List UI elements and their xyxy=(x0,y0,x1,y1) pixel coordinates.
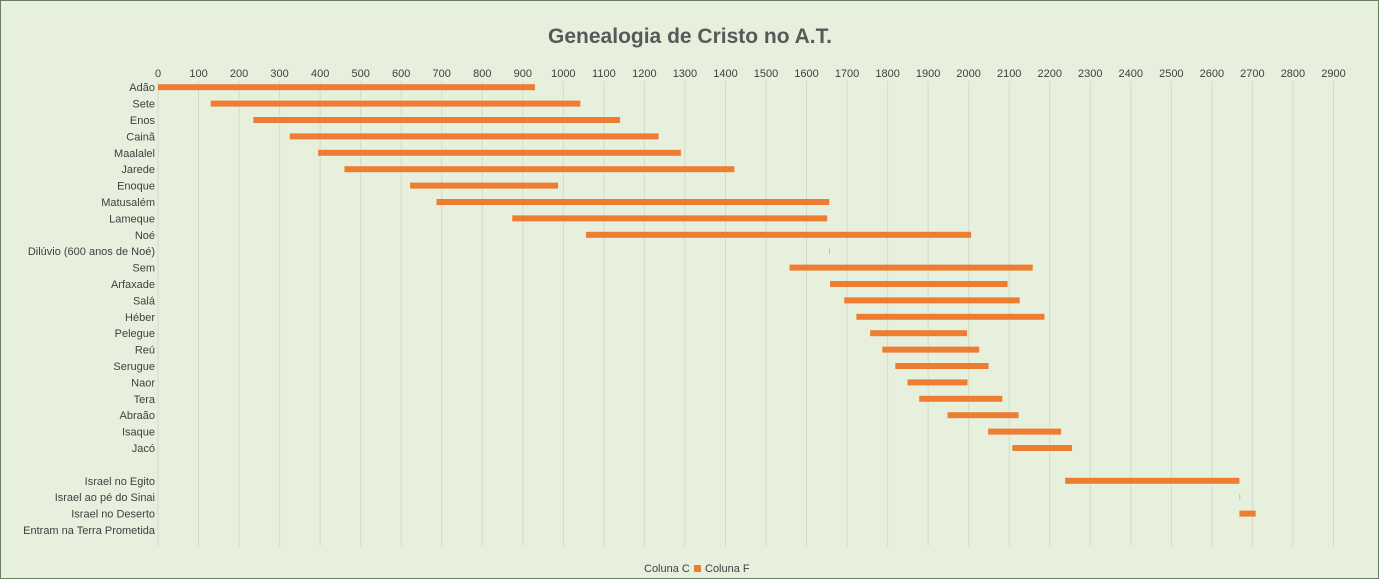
bar-27 xyxy=(1239,510,1256,517)
category-label: Maalalel xyxy=(114,148,155,160)
legend-entry-coluna-f: Coluna F xyxy=(705,563,750,575)
legend-entry-coluna-c: Coluna C xyxy=(644,563,690,575)
bar-13 xyxy=(830,281,1008,287)
x-tick-label: 600 xyxy=(392,68,410,80)
category-label: Dilúvio (600 anos de Noé) xyxy=(28,246,155,258)
bars xyxy=(158,84,1256,517)
x-tick-label: 2200 xyxy=(1037,68,1061,80)
category-label: Serugue xyxy=(113,361,155,373)
bar-14 xyxy=(844,297,1020,304)
category-label: Lameque xyxy=(109,213,155,225)
legend-swatch-coluna-f xyxy=(694,565,701,572)
bar-17 xyxy=(882,346,980,353)
x-tick-label: 500 xyxy=(351,68,369,80)
x-tick-label: 2800 xyxy=(1281,68,1305,80)
bar-5 xyxy=(318,149,681,156)
x-tick-label: 1500 xyxy=(754,68,778,80)
bar-18 xyxy=(895,363,989,369)
x-tick-label: 1000 xyxy=(551,68,575,80)
bar-20 xyxy=(919,395,1003,402)
category-label: Héber xyxy=(125,312,155,324)
bar-15 xyxy=(856,313,1045,320)
bar-22 xyxy=(988,428,1062,435)
bar-6 xyxy=(344,166,735,173)
bar-11 xyxy=(829,248,831,255)
x-tick-label: 1600 xyxy=(794,68,818,80)
category-label: Naor xyxy=(131,377,155,389)
x-tick-label: 200 xyxy=(230,68,248,80)
x-tick-label: 800 xyxy=(473,68,491,80)
bar-9 xyxy=(512,215,828,222)
category-label: Israel no Egito xyxy=(85,476,155,488)
x-tick-label: 2300 xyxy=(1078,68,1102,80)
bar-3 xyxy=(253,117,621,123)
x-tick-label: 900 xyxy=(514,68,532,80)
bar-8 xyxy=(436,199,830,205)
bar-16 xyxy=(870,330,968,337)
x-axis-ticks: 0 100 200 300 400 500 600 700 800 900 1000 1100 1200… xyxy=(155,68,1346,80)
category-label: Isaque xyxy=(122,427,155,439)
category-label: Jacó xyxy=(132,443,155,455)
bar-23 xyxy=(1012,445,1073,451)
category-label: Enos xyxy=(130,115,156,127)
category-label: Israel ao pé do Sinai xyxy=(55,492,155,504)
category-label: Matusalém xyxy=(101,197,155,209)
category-label: Noé xyxy=(135,230,155,242)
category-label: Tera xyxy=(134,394,156,406)
x-tick-label: 1900 xyxy=(916,68,940,80)
bar-25 xyxy=(1065,477,1240,484)
x-tick-label: 2600 xyxy=(1200,68,1224,80)
legend: Coluna C Coluna F xyxy=(644,563,750,575)
x-tick-label: 2400 xyxy=(1119,68,1143,80)
chart-title: Genealogia de Cristo no A.T. xyxy=(548,25,832,48)
x-tick-label: 400 xyxy=(311,68,329,80)
x-tick-label: 700 xyxy=(433,68,451,80)
x-tick-label: 2100 xyxy=(997,68,1021,80)
category-label: Adão xyxy=(129,82,155,94)
category-label: Israel no Deserto xyxy=(71,509,155,521)
x-tick-label: 1300 xyxy=(673,68,697,80)
category-label: Cainã xyxy=(126,131,156,143)
category-label: Salá xyxy=(133,295,156,307)
category-label: Arfaxade xyxy=(111,279,155,291)
category-label: Abraão xyxy=(120,410,155,422)
x-tick-label: 1800 xyxy=(875,68,899,80)
x-tick-label: 2700 xyxy=(1240,68,1264,80)
x-tick-label: 300 xyxy=(270,68,288,80)
category-label: Entram na Terra Prometida xyxy=(23,525,156,537)
category-label: Pelegue xyxy=(115,328,155,340)
x-tick-label: 1100 xyxy=(592,68,616,80)
bar-21 xyxy=(947,412,1019,419)
category-label: Reú xyxy=(135,345,155,357)
x-tick-label: 100 xyxy=(189,68,207,80)
x-tick-label: 1400 xyxy=(713,68,737,80)
x-tick-label: 1200 xyxy=(632,68,656,80)
x-tick-label: 2500 xyxy=(1159,68,1183,80)
bar-10 xyxy=(586,231,972,238)
bar-2 xyxy=(210,100,581,107)
category-label: Sete xyxy=(132,99,155,111)
x-tick-label: 2900 xyxy=(1321,68,1345,80)
category-label: Jarede xyxy=(121,164,155,176)
category-labels: Adão Sete Enos Cainã Maalalel Jarede Enoque Mat… xyxy=(23,82,156,537)
x-tick-label: 0 xyxy=(155,68,161,80)
bar-7 xyxy=(410,182,559,189)
bar-19 xyxy=(907,379,968,386)
bar-26 xyxy=(1239,494,1241,501)
category-label: Sem xyxy=(132,263,155,275)
bar-4 xyxy=(289,133,659,140)
bar-1 xyxy=(158,84,535,91)
category-label: Enoque xyxy=(117,181,155,193)
bar-12 xyxy=(789,264,1033,271)
x-tick-label: 1700 xyxy=(835,68,859,80)
x-tick-label: 2000 xyxy=(956,68,980,80)
gridlines xyxy=(157,81,1334,547)
